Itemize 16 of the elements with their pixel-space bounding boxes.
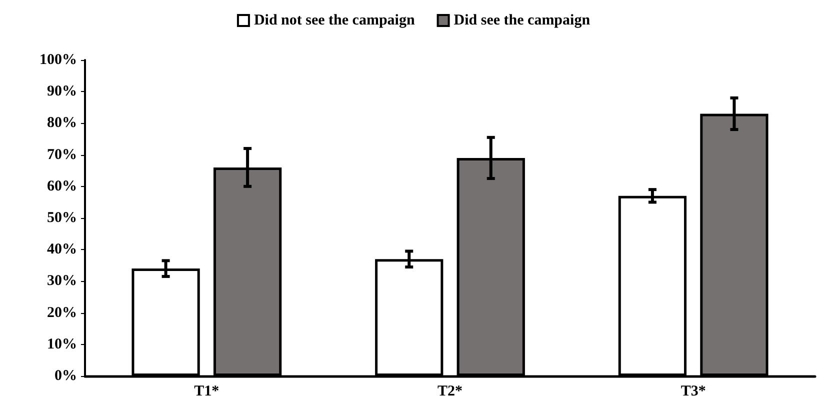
legend-label: Did not see the campaign [254,12,416,28]
y-tick-label: 50% [47,210,77,226]
y-tick-label: 60% [47,178,77,194]
x-tick-label: T3* [680,384,706,400]
y-tick-label: 20% [47,304,77,321]
y-tick-label: 30% [47,273,77,290]
y-tick-label: 70% [47,146,77,163]
y-tick-label: 0% [54,368,77,384]
y-tick-label: 80% [47,115,77,132]
x-tick-label: T1* [194,384,220,400]
x-tick-label: T2* [437,384,463,400]
y-tick-label: 90% [47,84,77,100]
y-tick-label: 100% [40,52,77,68]
y-tick-label: 40% [47,242,77,258]
y-tick-label: 10% [47,336,77,352]
legend-label: Did see the campaign [454,12,591,28]
